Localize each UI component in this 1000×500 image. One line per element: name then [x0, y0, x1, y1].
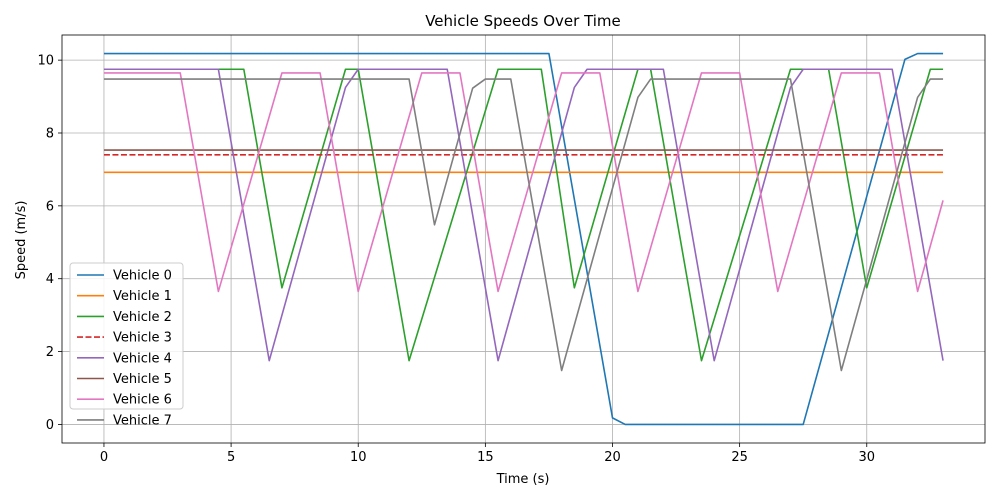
y-tick-label: 2 [46, 345, 54, 360]
y-tick-label: 10 [37, 54, 54, 69]
legend: Vehicle 0 Vehicle 1 Vehicle 2 Vehicle 3 Vehi… [69, 262, 184, 428]
legend-label: Vehicle 2 [113, 310, 172, 325]
legend-label: Vehicle 4 [113, 351, 172, 366]
series-line-vehicle-6 [103, 72, 944, 293]
x-tick-label: 15 [477, 450, 494, 465]
x-tick-label: 25 [731, 450, 748, 465]
legend-label: Vehicle 5 [113, 372, 172, 387]
series-layer [103, 52, 944, 426]
y-tick-label: 8 [46, 126, 54, 141]
series-line-vehicle-0 [103, 52, 944, 426]
x-tick-label: 10 [350, 450, 367, 465]
legend-label: Vehicle 7 [113, 413, 172, 428]
tick-layer: 0 5 10 15 20 25 30 0 2 4 6 8 10 [37, 54, 875, 465]
y-tick-label: 0 [46, 418, 54, 433]
x-axis-title: Time (s) [496, 472, 550, 487]
legend-label: Vehicle 1 [113, 289, 172, 304]
chart-title: Vehicle Speeds Over Time [425, 12, 621, 30]
x-tick-label: 20 [604, 450, 621, 465]
y-tick-label: 6 [46, 199, 54, 214]
y-axis-title: Speed (m/s) [14, 201, 29, 280]
plot-frame [61, 34, 986, 444]
series-line-vehicle-7 [103, 78, 944, 372]
y-tick-label: 4 [46, 272, 54, 287]
series-line-vehicle-2 [103, 68, 944, 362]
x-tick-label: 5 [227, 450, 235, 465]
legend-label: Vehicle 3 [113, 331, 172, 346]
legend-label: Vehicle 6 [113, 393, 172, 408]
legend-box [69, 262, 184, 410]
legend-label: Vehicle 0 [113, 269, 172, 284]
x-tick-label: 30 [858, 450, 875, 465]
series-line-vehicle-4 [103, 68, 944, 362]
x-tick-label: 0 [100, 450, 108, 465]
